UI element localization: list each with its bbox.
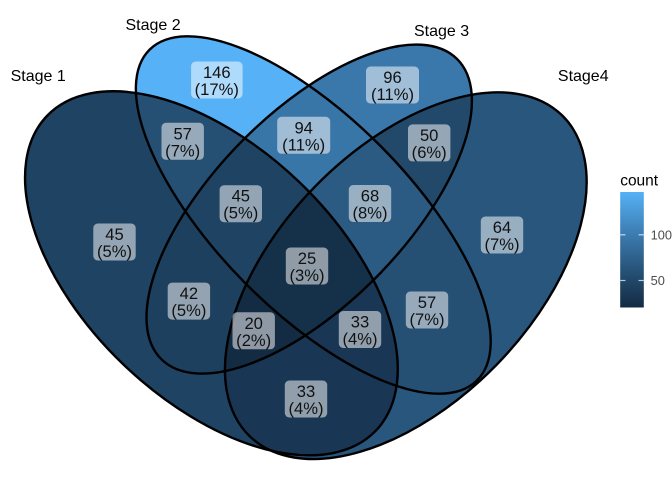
svg-text:50: 50 <box>420 126 438 145</box>
svg-text:(7%): (7%) <box>484 235 519 254</box>
svg-text:20: 20 <box>244 314 262 333</box>
svg-text:(3%): (3%) <box>289 266 324 285</box>
svg-text:100: 100 <box>651 227 672 242</box>
svg-text:(4%): (4%) <box>288 399 323 418</box>
svg-text:(5%): (5%) <box>171 301 206 320</box>
svg-text:count: count <box>620 173 659 190</box>
svg-text:33: 33 <box>297 382 315 401</box>
svg-text:42: 42 <box>180 284 198 303</box>
svg-text:50: 50 <box>651 273 665 288</box>
svg-text:Stage 2: Stage 2 <box>126 17 181 34</box>
svg-text:45: 45 <box>232 187 250 206</box>
svg-text:(7%): (7%) <box>165 141 200 160</box>
svg-text:(17%): (17%) <box>195 80 239 99</box>
svg-text:45: 45 <box>105 225 123 244</box>
svg-text:(11%): (11%) <box>371 85 414 104</box>
svg-text:68: 68 <box>361 187 379 206</box>
svg-text:57: 57 <box>173 124 191 143</box>
svg-text:94: 94 <box>294 118 312 137</box>
svg-text:(2%): (2%) <box>236 331 271 350</box>
svg-text:33: 33 <box>351 313 369 332</box>
svg-text:Stage4: Stage4 <box>558 68 609 85</box>
svg-text:(4%): (4%) <box>342 330 377 349</box>
svg-text:96: 96 <box>383 68 401 87</box>
svg-text:(5%): (5%) <box>223 204 258 223</box>
svg-text:146: 146 <box>203 63 231 82</box>
svg-text:(11%): (11%) <box>282 135 325 154</box>
svg-text:25: 25 <box>298 249 316 268</box>
svg-text:(6%): (6%) <box>412 143 447 162</box>
svg-text:57: 57 <box>418 293 436 312</box>
svg-text:(5%): (5%) <box>97 242 132 261</box>
svg-text:Stage 3: Stage 3 <box>414 23 469 40</box>
svg-text:64: 64 <box>493 218 511 237</box>
svg-text:(8%): (8%) <box>352 204 387 223</box>
svg-text:(7%): (7%) <box>409 310 444 329</box>
svg-text:Stage 1: Stage 1 <box>11 68 66 85</box>
